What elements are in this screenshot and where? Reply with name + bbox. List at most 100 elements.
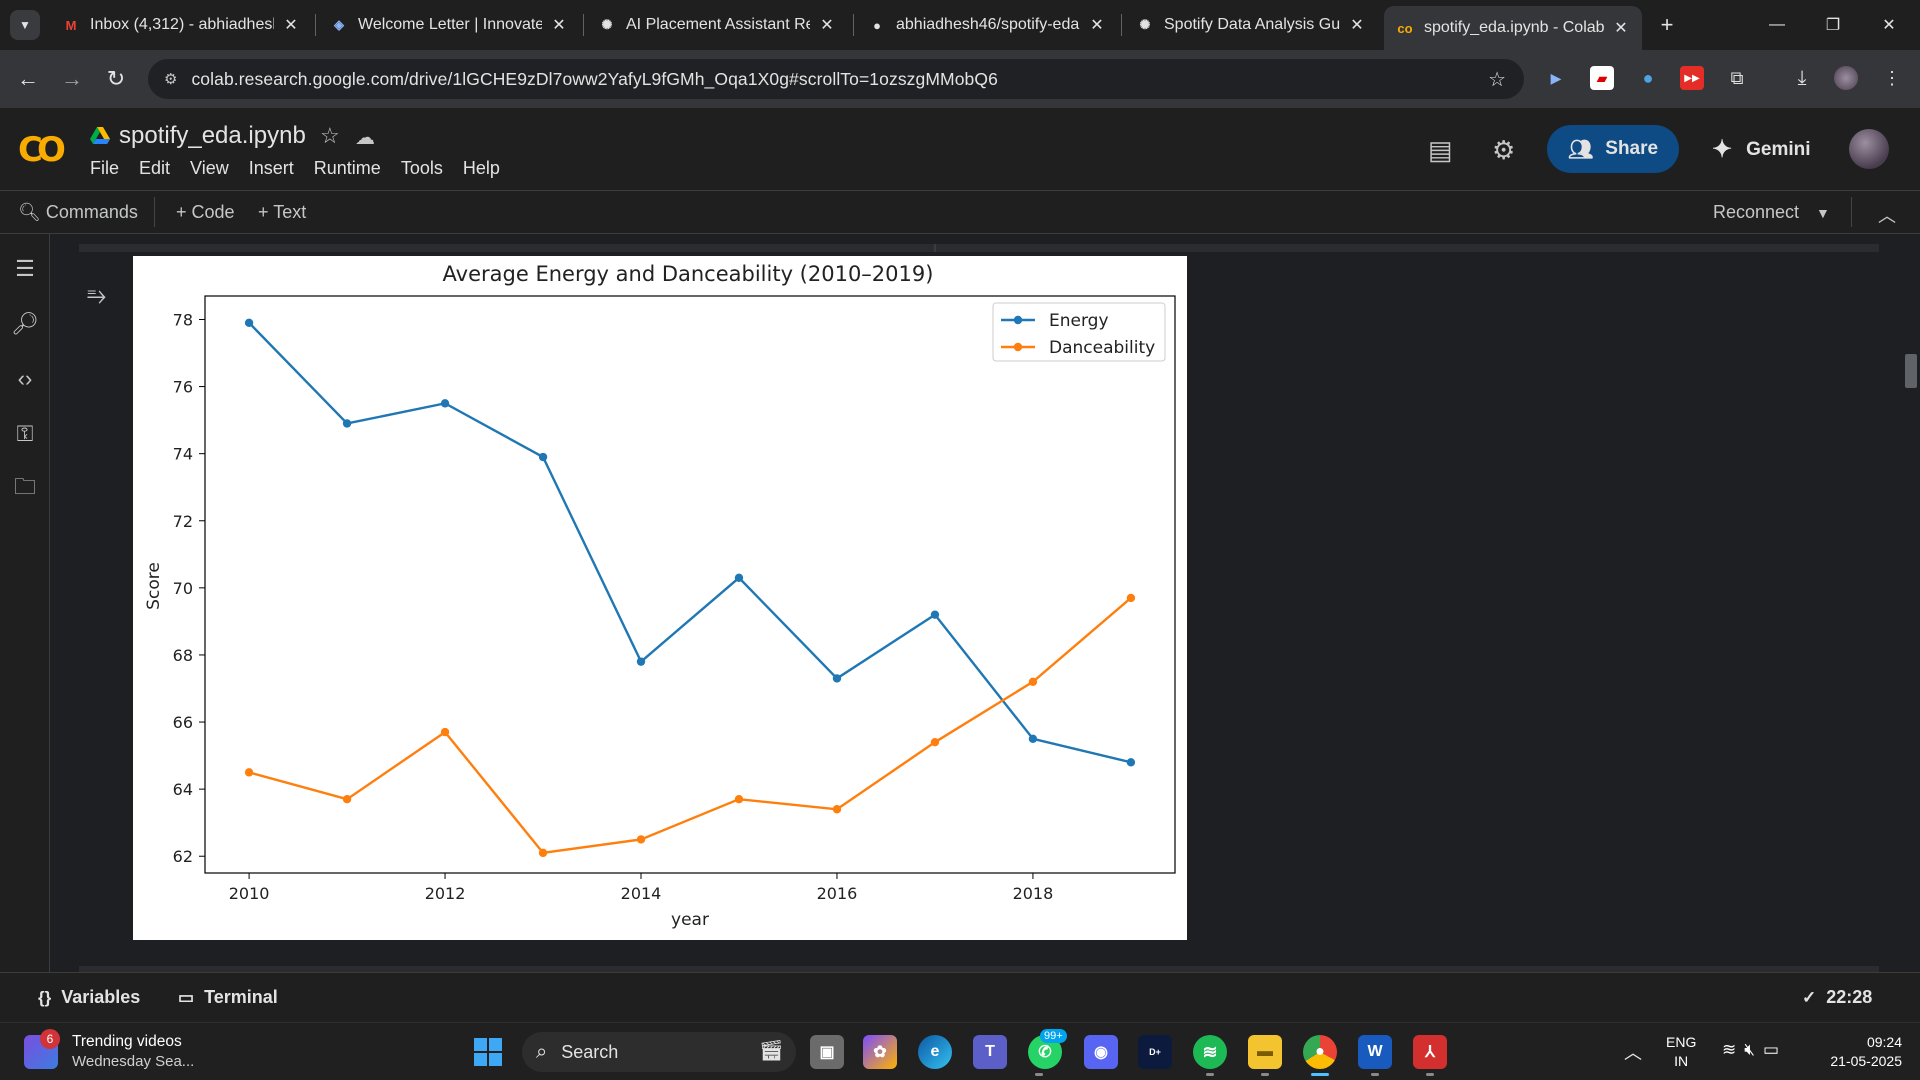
discord-icon[interactable]: ◉ (1084, 1035, 1118, 1069)
menu-edit[interactable]: Edit (139, 158, 171, 178)
copilot-icon[interactable]: ✿ (863, 1035, 897, 1069)
menu-runtime[interactable]: Runtime (313, 158, 381, 178)
task-view-icon[interactable]: ▣ (810, 1035, 844, 1069)
collapse-header-button[interactable]: ︿ (1878, 202, 1896, 228)
file-explorer-icon[interactable]: ▬ (1248, 1035, 1282, 1069)
chrome-icon[interactable]: ● (1303, 1035, 1337, 1069)
notebook-title[interactable]: spotify_eda.ipynb (119, 122, 306, 149)
minimize-button[interactable]: — (1752, 8, 1802, 42)
close-tab-icon[interactable]: ✕ (1090, 17, 1104, 34)
table-of-contents-icon[interactable]: ☰ (15, 256, 35, 281)
whatsapp-badge: 99+ (1040, 1029, 1067, 1043)
share-button[interactable]: 👥︎ Share (1547, 125, 1679, 173)
restore-button[interactable]: ❐ (1808, 8, 1858, 42)
taskbar-search[interactable]: ⌕ Search 🎬︎ (522, 1032, 796, 1072)
windows-start-button[interactable] (474, 1038, 502, 1066)
acrobat-icon[interactable]: ⅄ (1413, 1035, 1447, 1069)
tray-overflow-icon[interactable]: ︿ (1624, 1043, 1642, 1063)
browser-tab[interactable]: ✺ Spotify Data Analysis Guide ✕ (1124, 8, 1378, 42)
menu-file[interactable]: File (90, 158, 120, 178)
terminal-button[interactable]: ▭ Terminal (178, 987, 278, 1008)
play-extension-icon[interactable]: ▶ (1550, 69, 1562, 86)
language-indicator[interactable]: ENG IN (1666, 1033, 1696, 1071)
doc-icon: ◈ (334, 17, 344, 32)
y-tick-label: 74 (173, 445, 193, 464)
legend-label: Danceability (1049, 338, 1155, 358)
back-button[interactable]: ← (12, 63, 44, 95)
close-tab-icon[interactable]: ✕ (284, 17, 298, 34)
close-tab-icon[interactable]: ✕ (820, 17, 834, 34)
menu-view[interactable]: View (190, 158, 229, 178)
drive-icon[interactable] (90, 127, 110, 145)
close-tab-icon[interactable]: ✕ (1614, 20, 1628, 37)
add-code-cell-button[interactable]: + Code (176, 202, 235, 222)
menu-tools[interactable]: Tools (400, 158, 443, 178)
menu-insert[interactable]: Insert (248, 158, 294, 178)
download-icon[interactable]: ⤓ (1797, 66, 1807, 89)
puzzle-icon[interactable]: ⧉ (1730, 67, 1744, 88)
sparkle-icon: ✦ (1712, 136, 1733, 163)
execution-status[interactable]: ✓ 22:28 (1802, 987, 1872, 1008)
browser-tab[interactable]: M Inbox (4,312) - abhiadhesh ✕ (50, 8, 312, 42)
x-tick-label: 2012 (425, 884, 466, 903)
spotify-icon[interactable]: ≋ (1193, 1035, 1227, 1069)
teams-icon[interactable]: T (973, 1035, 1007, 1069)
legend-label: Energy (1049, 311, 1109, 331)
close-tab-icon[interactable]: ✕ (1350, 17, 1364, 34)
command-palette-button[interactable]: 🔍︎ Commands (18, 202, 138, 223)
colab-logo[interactable]: CO (18, 130, 66, 170)
system-clock[interactable]: 09:24 21-05-2025 (1812, 1033, 1902, 1071)
close-window-button[interactable]: ✕ (1864, 8, 1914, 42)
running-indicator (1371, 1073, 1379, 1076)
star-icon[interactable]: ☆ (320, 123, 340, 148)
share-label: Share (1605, 138, 1659, 159)
browser-tab[interactable]: ✺ AI Placement Assistant Rep ✕ (586, 8, 848, 42)
commands-label: Commands (45, 202, 138, 222)
browser-toolbar: ← → ↻ ⚙ colab.research.google.com/drive/… (0, 50, 1920, 108)
tab-search-dropdown[interactable]: ▼ (10, 10, 40, 40)
terminal-label: Terminal (204, 987, 278, 1007)
system-tray[interactable]: ≋🔇︎▭ (1722, 1040, 1787, 1060)
legend-marker (1013, 315, 1023, 325)
add-text-cell-button[interactable]: + Text (258, 202, 307, 222)
reconnect-button[interactable]: Reconnect (1713, 202, 1800, 222)
find-replace-icon[interactable]: 🔎︎ (11, 311, 39, 336)
disney-hotstar-icon[interactable]: D+ (1138, 1035, 1172, 1069)
bookmark-star-icon[interactable]: ☆ (1488, 69, 1506, 91)
youtube-extension-icon[interactable]: ▶▶ (1680, 66, 1704, 90)
tab-title: Spotify Data Analysis Guide (1164, 16, 1340, 33)
new-tab-button[interactable]: + (1660, 12, 1674, 37)
browser-tab[interactable]: co spotify_eda.ipynb - Colab ✕ (1384, 6, 1642, 50)
browser-tab[interactable]: ● abhiadhesh46/spotify-eda ✕ (856, 8, 1118, 42)
code-snippets-icon[interactable]: ‹› (17, 366, 33, 391)
data-point-danceability (1028, 677, 1038, 686)
edge-icon[interactable]: e (918, 1035, 952, 1069)
extension-icon[interactable]: ▰ (1590, 66, 1614, 90)
close-tab-icon[interactable]: ✕ (552, 17, 566, 34)
more-menu-icon[interactable]: ⋮ (1883, 67, 1901, 88)
extension-icon[interactable]: ● (1642, 67, 1654, 88)
address-bar[interactable]: ⚙ colab.research.google.com/drive/1lGCHE… (148, 59, 1524, 99)
comments-icon[interactable]: ▤ (1428, 135, 1453, 165)
forward-button[interactable]: → (56, 63, 88, 95)
variables-button[interactable]: {} Variables (38, 987, 140, 1008)
output-actions-icon[interactable]: ⥱ (87, 282, 107, 309)
chatgpt-icon: ✺ (1139, 17, 1151, 32)
secrets-key-icon[interactable]: ⚿ (16, 421, 34, 446)
tab-title: AI Placement Assistant Rep (626, 16, 810, 33)
settings-gear-icon[interactable]: ⚙ (1492, 135, 1516, 165)
scrollbar-thumb[interactable] (1905, 354, 1917, 388)
runtime-dropdown[interactable]: ▼ (1816, 205, 1830, 221)
series-line-energy (248, 322, 1132, 764)
news-widget[interactable]: 6 Trending videos Wednesday Sea... (24, 1029, 194, 1072)
cloud-saved-icon[interactable]: ☁ (355, 127, 375, 149)
word-icon[interactable]: W (1358, 1035, 1392, 1069)
account-avatar[interactable] (1849, 129, 1889, 169)
menu-help[interactable]: Help (462, 158, 500, 178)
site-info-icon[interactable]: ⚙ (164, 71, 178, 88)
browser-tab[interactable]: ◈ Welcome Letter | Innovate ✕ (318, 8, 580, 42)
gemini-button[interactable]: ✦ Gemini (1712, 135, 1811, 164)
reload-button[interactable]: ↻ (100, 63, 132, 95)
files-folder-icon[interactable]: 🗀 (13, 474, 36, 499)
profile-avatar[interactable] (1834, 66, 1858, 90)
